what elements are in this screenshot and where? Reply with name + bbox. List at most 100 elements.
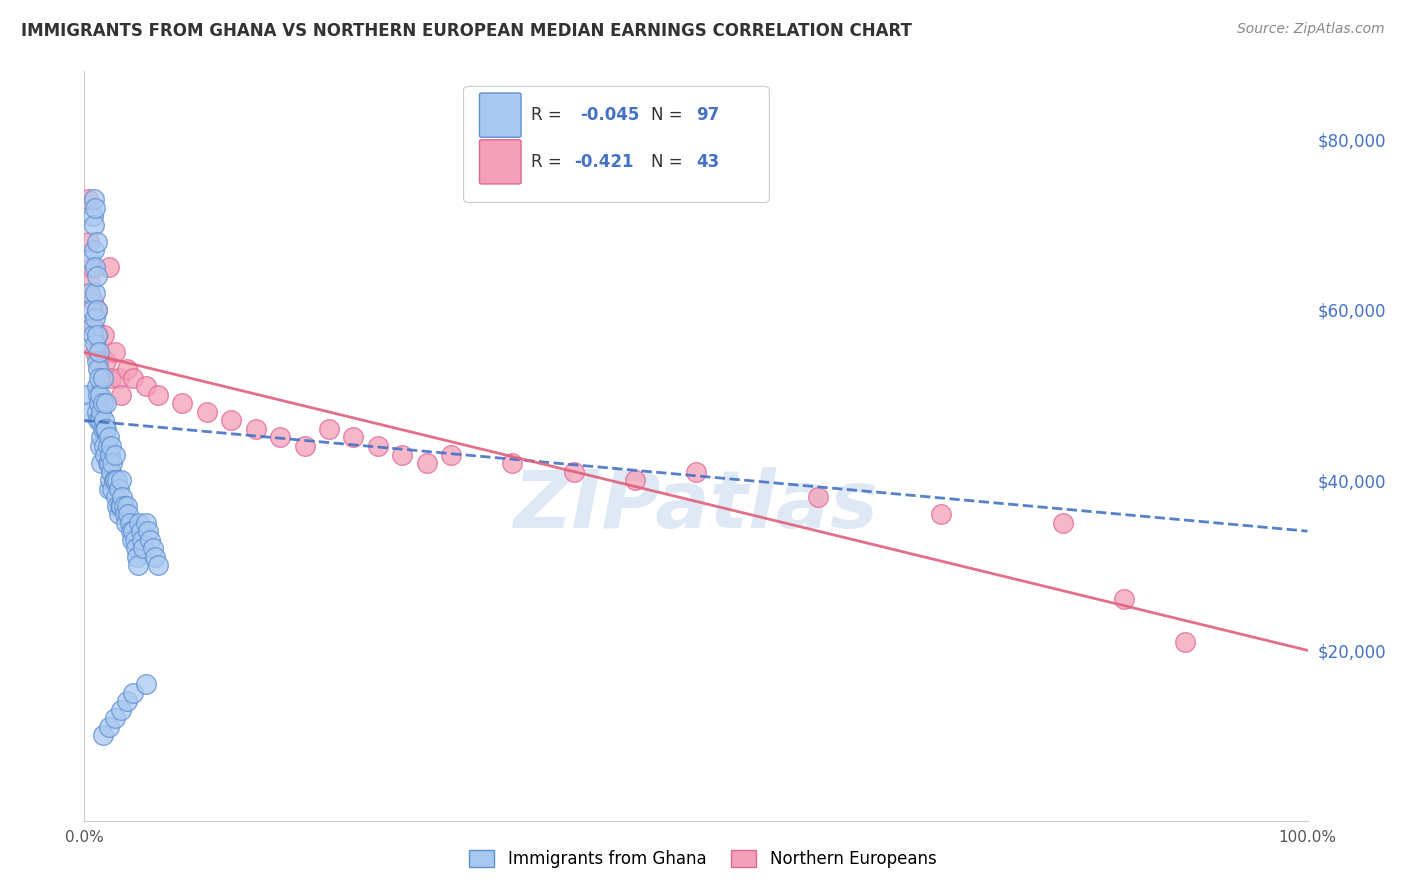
Northern Europeans: [77, 192, 100, 206]
Immigrants from Ghana: [103, 473, 125, 487]
Text: -0.045: -0.045: [579, 106, 640, 124]
Immigrants from Ghana: [121, 533, 143, 547]
Immigrants from Ghana: [94, 422, 117, 436]
Immigrants from Ghana: [111, 490, 134, 504]
Immigrants from Ghana: [94, 448, 117, 462]
Northern Europeans: [87, 354, 110, 368]
Legend: Immigrants from Ghana, Northern Europeans: Immigrants from Ghana, Northern European…: [463, 843, 943, 875]
Immigrants from Ghana: [86, 379, 108, 393]
Immigrants from Ghana: [80, 302, 103, 317]
Text: 43: 43: [696, 153, 720, 171]
Text: R =: R =: [531, 106, 567, 124]
Immigrants from Ghana: [91, 371, 114, 385]
Immigrants from Ghana: [83, 192, 105, 206]
Immigrants from Ghana: [96, 422, 118, 436]
Immigrants from Ghana: [104, 448, 127, 462]
Immigrants from Ghana: [101, 482, 124, 496]
Immigrants from Ghana: [97, 720, 120, 734]
Northern Europeans: [562, 465, 585, 479]
Immigrants from Ghana: [114, 507, 136, 521]
Immigrants from Ghana: [115, 516, 138, 530]
Immigrants from Ghana: [125, 541, 148, 556]
Text: Source: ZipAtlas.com: Source: ZipAtlas.com: [1237, 22, 1385, 37]
Northern Europeans: [110, 388, 132, 402]
Text: IMMIGRANTS FROM GHANA VS NORTHERN EUROPEAN MEDIAN EARNINGS CORRELATION CHART: IMMIGRANTS FROM GHANA VS NORTHERN EUROPE…: [21, 22, 912, 40]
Northern Europeans: [107, 371, 129, 385]
Northern Europeans: [1174, 635, 1197, 649]
Immigrants from Ghana: [117, 507, 139, 521]
Immigrants from Ghana: [77, 388, 100, 402]
Immigrants from Ghana: [80, 319, 103, 334]
Northern Europeans: [122, 371, 145, 385]
Immigrants from Ghana: [101, 456, 124, 470]
Northern Europeans: [97, 260, 120, 275]
Immigrants from Ghana: [128, 516, 150, 530]
Northern Europeans: [318, 422, 340, 436]
Immigrants from Ghana: [97, 482, 120, 496]
FancyBboxPatch shape: [479, 140, 522, 184]
Immigrants from Ghana: [83, 218, 105, 232]
Northern Europeans: [80, 260, 103, 275]
Immigrants from Ghana: [108, 499, 131, 513]
Immigrants from Ghana: [91, 729, 114, 743]
Immigrants from Ghana: [84, 336, 107, 351]
Immigrants from Ghana: [136, 524, 159, 538]
FancyBboxPatch shape: [479, 93, 522, 137]
Immigrants from Ghana: [79, 252, 101, 266]
Northern Europeans: [440, 448, 463, 462]
Immigrants from Ghana: [122, 524, 145, 538]
Immigrants from Ghana: [105, 473, 128, 487]
Immigrants from Ghana: [110, 473, 132, 487]
Immigrants from Ghana: [110, 703, 132, 717]
Immigrants from Ghana: [89, 439, 111, 453]
Immigrants from Ghana: [90, 430, 112, 444]
Immigrants from Ghana: [86, 405, 108, 419]
Immigrants from Ghana: [135, 677, 157, 691]
Immigrants from Ghana: [129, 524, 152, 538]
Northern Europeans: [807, 490, 830, 504]
Northern Europeans: [79, 277, 101, 292]
Immigrants from Ghana: [120, 524, 142, 538]
Text: N =: N =: [651, 106, 688, 124]
Immigrants from Ghana: [105, 490, 128, 504]
Northern Europeans: [93, 328, 115, 343]
Immigrants from Ghana: [79, 285, 101, 300]
Northern Europeans: [172, 396, 194, 410]
Northern Europeans: [104, 345, 127, 359]
Immigrants from Ghana: [132, 541, 155, 556]
Northern Europeans: [367, 439, 389, 453]
Immigrants from Ghana: [97, 430, 120, 444]
Northern Europeans: [219, 413, 242, 427]
Immigrants from Ghana: [86, 235, 108, 249]
Immigrants from Ghana: [110, 499, 132, 513]
Immigrants from Ghana: [124, 533, 146, 547]
Immigrants from Ghana: [135, 516, 157, 530]
Northern Europeans: [391, 448, 413, 462]
Northern Europeans: [84, 345, 107, 359]
Immigrants from Ghana: [98, 448, 121, 462]
Text: ZIPatlas: ZIPatlas: [513, 467, 879, 545]
Immigrants from Ghana: [77, 405, 100, 419]
Northern Europeans: [90, 371, 112, 385]
Northern Europeans: [929, 507, 952, 521]
Immigrants from Ghana: [139, 533, 162, 547]
Immigrants from Ghana: [87, 388, 110, 402]
Immigrants from Ghana: [107, 482, 129, 496]
Northern Europeans: [502, 456, 524, 470]
Immigrants from Ghana: [83, 243, 105, 257]
Northern Europeans: [245, 422, 267, 436]
Immigrants from Ghana: [90, 405, 112, 419]
Immigrants from Ghana: [89, 388, 111, 402]
Immigrants from Ghana: [87, 362, 110, 376]
Immigrants from Ghana: [91, 396, 114, 410]
Immigrants from Ghana: [105, 499, 128, 513]
Immigrants from Ghana: [93, 439, 115, 453]
Immigrants from Ghana: [84, 285, 107, 300]
Immigrants from Ghana: [84, 311, 107, 326]
Northern Europeans: [86, 302, 108, 317]
Immigrants from Ghana: [143, 549, 166, 564]
Immigrants from Ghana: [82, 209, 104, 223]
Immigrants from Ghana: [104, 711, 127, 725]
Immigrants from Ghana: [122, 686, 145, 700]
Immigrants from Ghana: [97, 456, 120, 470]
